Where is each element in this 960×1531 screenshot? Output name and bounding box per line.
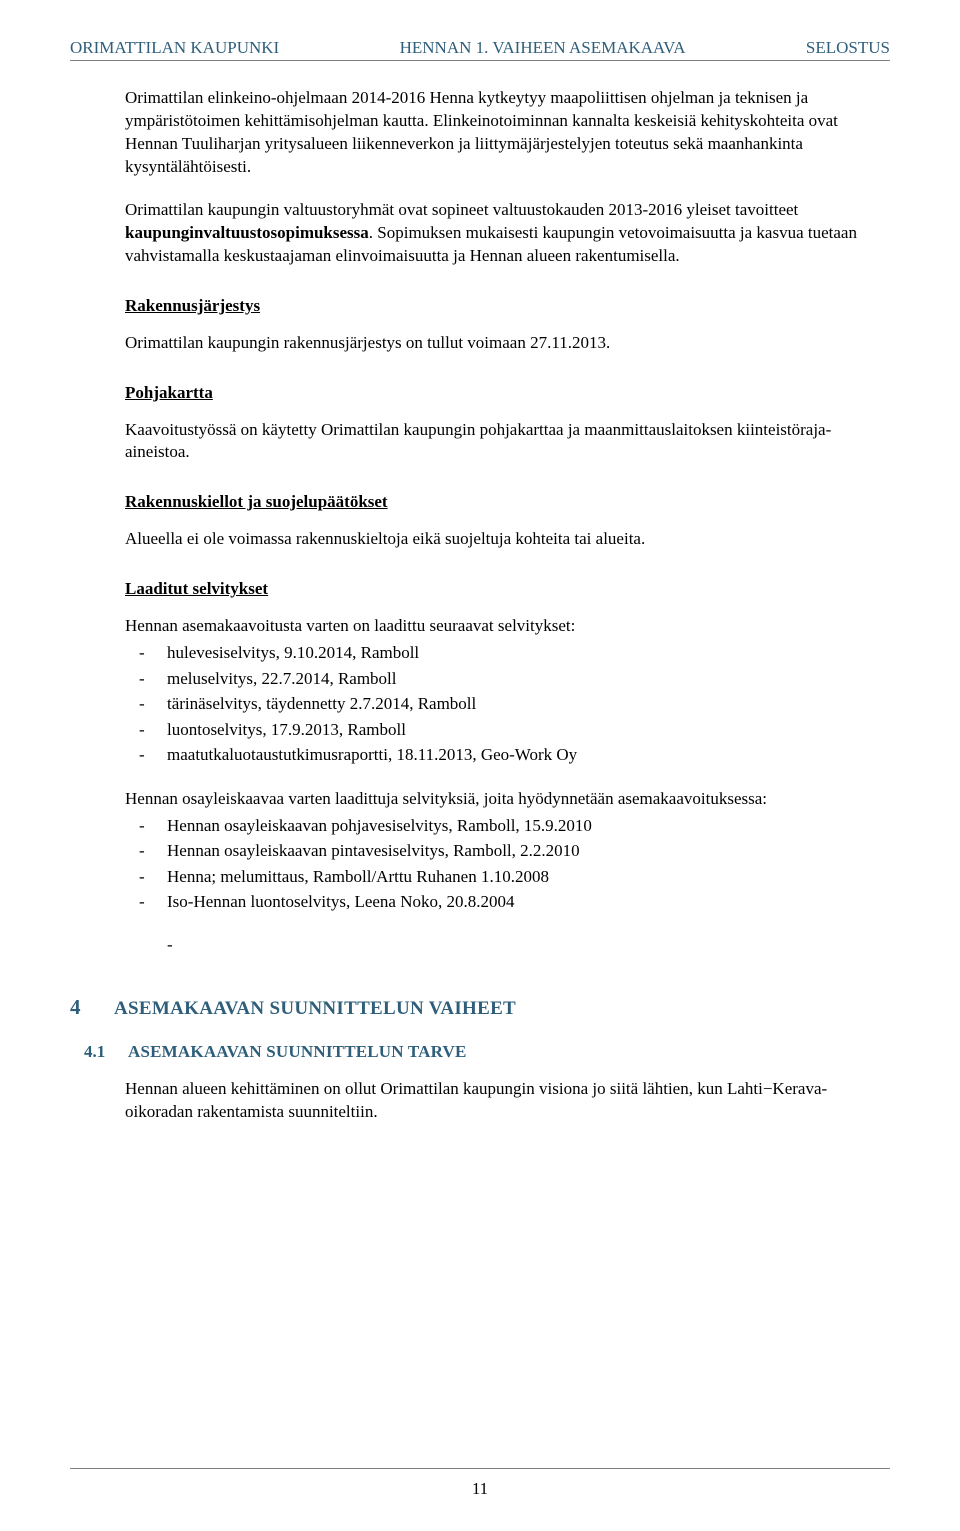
body-pohjakartta: Kaavoitustyössä on käytetty Orimattilan … <box>125 419 890 465</box>
header-right: SELOSTUS <box>806 38 890 58</box>
heading-rakennusjarjestys: Rakennusjärjestys <box>125 296 890 316</box>
chapter-number: 4 <box>70 995 110 1020</box>
paragraph-intro-1: Orimattilan elinkeino-ohjelmaan 2014-201… <box>125 87 890 179</box>
list-item: Iso-Hennan luontoselvitys, Leena Noko, 2… <box>167 889 890 915</box>
list-selvitykset-1: hulevesiselvitys, 9.10.2014, Ramboll mel… <box>125 640 890 768</box>
content-area: Orimattilan elinkeino-ohjelmaan 2014-201… <box>70 87 890 955</box>
lone-dash: - <box>125 935 890 955</box>
subchapter-body-wrap: Hennan alueen kehittäminen on ollut Orim… <box>70 1078 890 1124</box>
subchapter-body: Hennan alueen kehittäminen on ollut Orim… <box>125 1078 890 1124</box>
intro-laaditut-1: Hennan asemakaavoitusta varten on laadit… <box>125 615 890 638</box>
list-item: Hennan osayleiskaavan pohjavesiselvitys,… <box>167 813 890 839</box>
list-item: maatutkaluotaustutkimusraportti, 18.11.2… <box>167 742 890 768</box>
header-center: HENNAN 1. VAIHEEN ASEMAKAAVA <box>400 38 686 58</box>
heading-laaditut: Laaditut selvitykset <box>125 579 890 599</box>
list-item: tärinäselvitys, täydennetty 2.7.2014, Ra… <box>167 691 890 717</box>
paragraph-intro-2: Orimattilan kaupungin valtuustoryhmät ov… <box>125 199 890 268</box>
list-item: luontoselvitys, 17.9.2013, Ramboll <box>167 717 890 743</box>
body-rakennusjarjestys: Orimattilan kaupungin rakennusjärjestys … <box>125 332 890 355</box>
subchapter-number: 4.1 <box>84 1042 124 1062</box>
intro-laaditut-2: Hennan osayleiskaavaa varten laadittuja … <box>125 788 890 811</box>
header-left: ORIMATTILAN KAUPUNKI <box>70 38 279 58</box>
page: ORIMATTILAN KAUPUNKI HENNAN 1. VAIHEEN A… <box>0 0 960 1531</box>
heading-rakennuskiellot: Rakennuskiellot ja suojelupäätökset <box>125 492 890 512</box>
list-selvitykset-2: Hennan osayleiskaavan pohjavesiselvitys,… <box>125 813 890 915</box>
list-item: hulevesiselvitys, 9.10.2014, Ramboll <box>167 640 890 666</box>
page-header: ORIMATTILAN KAUPUNKI HENNAN 1. VAIHEEN A… <box>70 38 890 58</box>
header-rule <box>70 60 890 61</box>
heading-pohjakartta: Pohjakartta <box>125 383 890 403</box>
list-item: Henna; melumittaus, Ramboll/Arttu Ruhane… <box>167 864 890 890</box>
subchapter-4-1: 4.1 ASEMAKAAVAN SUUNNITTELUN TARVE <box>70 1042 890 1062</box>
chapter-title: ASEMAKAAVAN SUUNNITTELUN VAIHEET <box>114 998 516 1019</box>
footer-rule <box>70 1468 890 1469</box>
subchapter-title: ASEMAKAAVAN SUUNNITTELUN TARVE <box>128 1042 467 1061</box>
body-rakennuskiellot: Alueella ei ole voimassa rakennuskieltoj… <box>125 528 890 551</box>
list-item: meluselvitys, 22.7.2014, Ramboll <box>167 666 890 692</box>
page-number: 11 <box>70 1479 890 1499</box>
page-footer: 11 <box>70 1468 890 1499</box>
chapter-4: 4 ASEMAKAAVAN SUUNNITTELUN VAIHEET 4.1 A… <box>70 995 890 1124</box>
list-item: Hennan osayleiskaavan pintavesiselvitys,… <box>167 838 890 864</box>
